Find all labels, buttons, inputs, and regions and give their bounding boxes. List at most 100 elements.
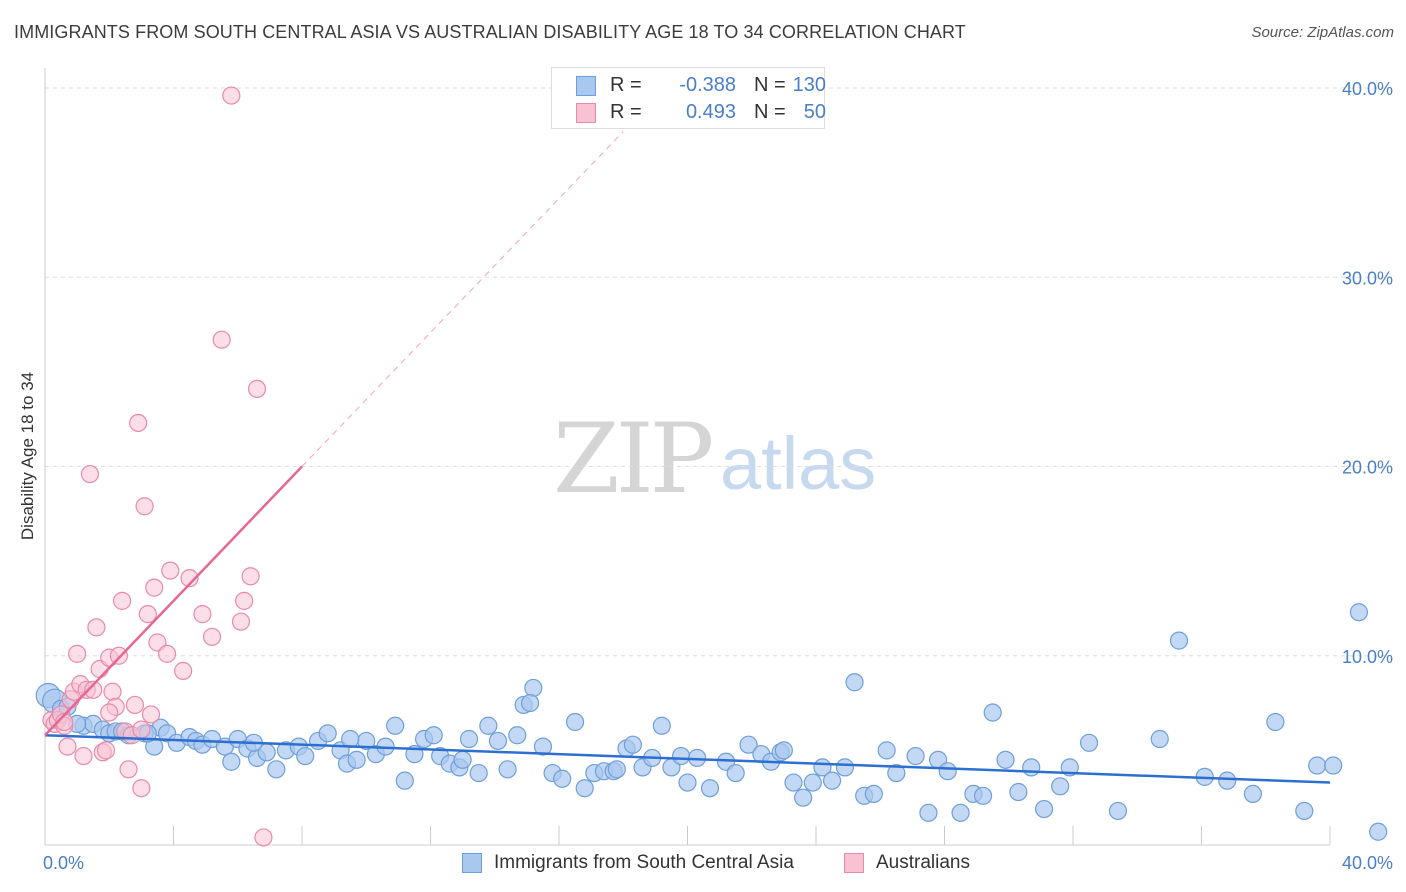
legend-r-value: 0.493	[685, 101, 736, 123]
point-immigrants	[739, 735, 758, 754]
point-australians	[254, 828, 273, 847]
point-australians	[103, 682, 122, 701]
point-australians	[193, 605, 212, 624]
point-immigrants	[973, 786, 993, 805]
point-immigrants	[864, 784, 883, 804]
trend-layer	[44, 131, 1331, 784]
point-immigrants	[386, 716, 405, 735]
legend-swatch-blue	[576, 76, 596, 96]
point-australians	[141, 705, 161, 724]
y-tick-label: 30.0%	[1342, 268, 1393, 288]
point-australians	[161, 561, 180, 580]
point-australians	[100, 703, 119, 722]
point-immigrants	[520, 693, 540, 713]
point-immigrants	[459, 729, 479, 749]
legend-r-value: -0.388	[679, 74, 736, 96]
point-immigrants	[726, 763, 745, 783]
point-australians	[119, 760, 138, 779]
point-immigrants	[479, 716, 498, 735]
point-immigrants	[553, 769, 572, 788]
point-immigrants	[565, 712, 585, 732]
bottom-legend-swatch-blue	[462, 853, 482, 873]
point-immigrants	[794, 788, 813, 807]
bottom-legend-label: Immigrants from South Central Asia	[494, 852, 794, 873]
point-immigrants	[822, 771, 842, 790]
point-immigrants	[1266, 712, 1285, 732]
point-immigrants	[906, 746, 925, 766]
point-immigrants	[222, 752, 241, 771]
point-immigrants	[877, 741, 896, 760]
point-immigrants	[1308, 756, 1327, 775]
point-australians	[135, 497, 154, 516]
point-immigrants	[700, 779, 720, 798]
point-australians	[174, 661, 193, 680]
x-tick-label: 0.0%	[43, 853, 84, 873]
trend-line-immigrants	[44, 733, 1331, 784]
point-immigrants	[1243, 784, 1263, 804]
point-australians	[112, 591, 132, 610]
point-australians	[132, 720, 151, 739]
point-australians	[212, 330, 231, 349]
point-immigrants	[1169, 631, 1189, 650]
chart-title: IMMIGRANTS FROM SOUTH CENTRAL ASIA VS AU…	[14, 22, 966, 42]
point-immigrants	[488, 731, 508, 751]
point-immigrants	[1324, 756, 1343, 775]
point-immigrants	[623, 735, 642, 754]
point-immigrants	[1022, 758, 1041, 777]
point-immigrants	[575, 779, 594, 798]
bottom-legend-swatch-pink	[844, 853, 864, 873]
point-immigrants	[1150, 729, 1169, 749]
point-australians	[84, 680, 103, 699]
point-immigrants	[395, 771, 414, 790]
point-immigrants	[1009, 782, 1028, 802]
point-immigrants	[835, 758, 855, 777]
point-australians	[132, 779, 151, 798]
point-immigrants	[983, 703, 1002, 722]
point-immigrants	[887, 763, 906, 783]
point-immigrants	[1349, 603, 1369, 622]
point-australians	[241, 567, 260, 586]
point-immigrants	[678, 773, 697, 792]
point-australians	[202, 627, 222, 646]
point-australians	[109, 646, 128, 665]
point-immigrants	[607, 760, 626, 779]
point-immigrants	[508, 726, 527, 745]
point-australians	[235, 591, 254, 610]
axes-layer	[44, 68, 1331, 846]
point-immigrants	[996, 750, 1015, 769]
point-immigrants	[774, 741, 793, 760]
y-tick-label: 40.0%	[1342, 79, 1393, 99]
point-australians	[80, 464, 100, 484]
legend-n-value: 130	[792, 74, 826, 96]
point-immigrants	[784, 773, 803, 792]
point-australians	[58, 737, 77, 756]
legend-n-label: N =	[754, 74, 786, 96]
points-immigrants-south-central-asia	[35, 603, 1388, 841]
bottom-legend-label: Australians	[876, 852, 970, 873]
point-immigrants	[341, 729, 360, 749]
trend-extension-australians	[301, 131, 624, 467]
point-australians	[68, 644, 87, 663]
point-immigrants	[347, 750, 366, 769]
point-immigrants	[453, 750, 472, 769]
watermark-zip: ZIP	[553, 403, 714, 515]
point-immigrants	[469, 763, 488, 783]
point-immigrants	[498, 760, 517, 779]
y-tick-label: 10.0%	[1342, 647, 1393, 667]
y-tick-label: 20.0%	[1342, 458, 1393, 478]
point-immigrants	[951, 803, 970, 822]
point-immigrants	[1051, 777, 1070, 796]
legend-r-label: R =	[610, 74, 642, 96]
point-immigrants	[1079, 733, 1099, 752]
point-immigrants	[318, 724, 337, 743]
point-australians	[129, 413, 148, 433]
point-australians	[125, 695, 145, 715]
watermark-atlas: atlas	[720, 422, 877, 505]
point-australians	[247, 379, 267, 399]
point-australians	[231, 612, 251, 631]
point-australians	[96, 741, 116, 760]
point-immigrants	[296, 746, 315, 766]
point-australians	[74, 746, 93, 766]
point-immigrants	[424, 726, 443, 745]
point-australians	[222, 86, 241, 105]
